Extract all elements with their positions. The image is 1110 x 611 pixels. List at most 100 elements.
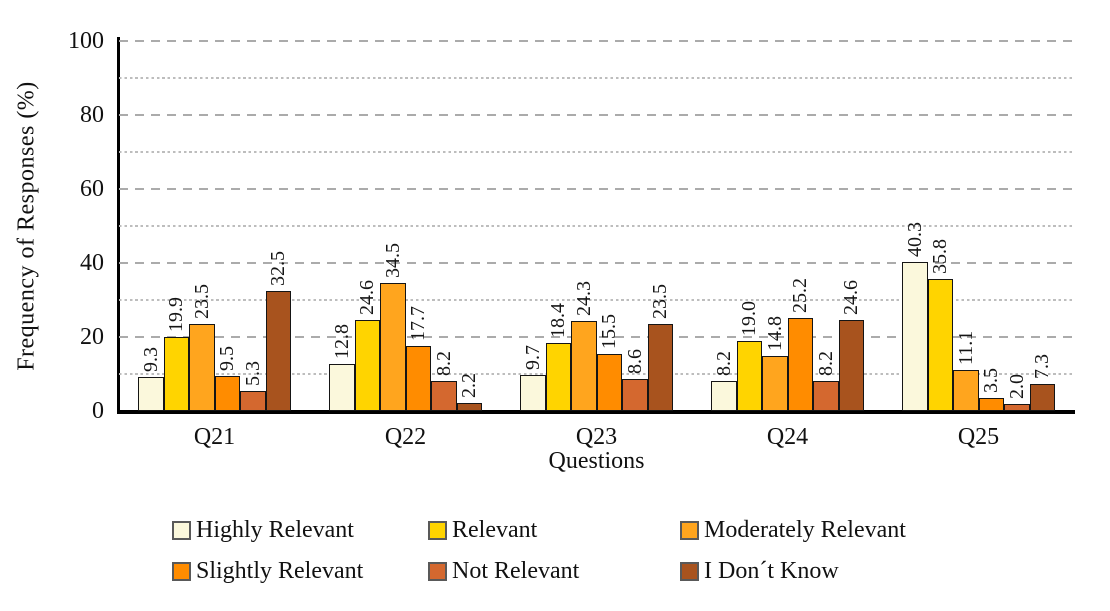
y-tick-0: 0 [92, 398, 104, 424]
bar-q24-not-relevant [813, 380, 839, 411]
bar-q21-relevant [163, 337, 189, 411]
x-tick-q25: Q25 [957, 424, 1000, 450]
legend-label: Not Relevant [452, 557, 580, 584]
bar-value-label: 19.0 [738, 300, 761, 336]
legend-label: Relevant [452, 516, 538, 543]
legend-swatch [680, 520, 699, 540]
legend-item-slightly-relevant: Slightly Relevant [172, 556, 363, 586]
legend-item-moderately-relevant: Moderately Relevant [680, 515, 906, 545]
legend-item-i-don-t-know: I Don´t Know [680, 556, 839, 586]
legend-swatch [428, 520, 447, 540]
bar-value-label: 11.1 [954, 330, 977, 365]
bar-q21-slightly-relevant [214, 375, 240, 411]
x-tick-q24: Q24 [766, 424, 809, 450]
y-tick-80: 80 [80, 102, 104, 128]
bar-q21-moderately-relevant [189, 324, 215, 411]
bar-q23-highly-relevant [520, 375, 546, 411]
bar-value-label: 23.5 [190, 284, 213, 320]
gridline-80 [119, 114, 1074, 116]
bar-q22-moderately-relevant [380, 283, 406, 411]
legend-swatch [172, 561, 191, 581]
y-tick-40: 40 [80, 250, 104, 276]
bar-value-label: 2.2 [458, 372, 481, 398]
gridline-50 [119, 225, 1074, 227]
bar-value-label: 15.5 [598, 313, 621, 349]
bar-q25-not-relevant [1004, 403, 1030, 411]
x-tick-q22: Q22 [384, 424, 427, 450]
bar-value-label: 23.5 [649, 284, 672, 320]
x-tick-q21: Q21 [193, 424, 236, 450]
bar-value-label: 17.7 [407, 305, 430, 341]
bar-value-label: 14.8 [763, 316, 786, 352]
gridline-30 [119, 299, 1074, 301]
bar-value-label: 5.3 [241, 361, 264, 387]
bar-value-label: 3.5 [980, 368, 1003, 394]
legend-label: Moderately Relevant [704, 516, 906, 543]
bar-value-label: 24.6 [840, 279, 863, 315]
bar-value-label: 12.8 [330, 323, 353, 359]
bar-q24-moderately-relevant [762, 356, 788, 411]
gridline-60 [119, 188, 1074, 190]
bar-value-label: 35.8 [929, 238, 952, 274]
bar-value-label: 34.5 [381, 243, 404, 279]
legend-swatch [680, 561, 699, 581]
bar-q22-not-relevant [431, 380, 457, 411]
plot-area: 9.3 12.8 9.7 8.2 40.3 19.9 24.6 18.4 19.0 35.8 23.… [119, 40, 1074, 411]
bar-value-label: 8.2 [432, 350, 455, 376]
legend-label: Highly Relevant [196, 516, 354, 543]
bar-value-label: 8.2 [814, 350, 837, 376]
bar-value-label: 8.6 [623, 349, 646, 375]
bar-value-label: 24.6 [356, 279, 379, 315]
bar-q23-i-don-t-know [647, 324, 673, 411]
bar-q21-not-relevant [240, 391, 266, 411]
bar-value-label: 9.3 [139, 346, 162, 372]
x-axis-title: Questions [548, 448, 645, 474]
y-tick-100: 100 [68, 28, 104, 54]
x-axis-line [117, 410, 1075, 414]
bar-q23-relevant [545, 342, 571, 411]
bar-q22-relevant [354, 319, 380, 411]
bar-value-label: 24.3 [572, 281, 595, 317]
bar-q24-slightly-relevant [787, 317, 813, 411]
bar-q21-i-don-t-know [265, 290, 291, 411]
bar-value-label: 25.2 [789, 277, 812, 313]
gridline-40 [119, 262, 1074, 264]
bar-q23-moderately-relevant [571, 321, 597, 411]
bar-q24-relevant [736, 340, 762, 411]
bar-q21-highly-relevant [138, 376, 164, 411]
bar-q23-slightly-relevant [596, 353, 622, 411]
bar-value-label: 9.7 [521, 345, 544, 371]
bar-q24-i-don-t-know [838, 319, 864, 411]
gridline-70 [119, 151, 1074, 153]
bar-q22-slightly-relevant [405, 345, 431, 411]
gridline-20 [119, 336, 1074, 338]
bar-value-label: 19.9 [165, 297, 188, 333]
legend-item-highly-relevant: Highly Relevant [172, 515, 354, 545]
bar-q24-highly-relevant [711, 380, 737, 411]
bar-q25-slightly-relevant [978, 398, 1004, 411]
bar-value-label: 40.3 [903, 221, 926, 257]
bar-q25-moderately-relevant [953, 369, 979, 411]
y-tick-60: 60 [80, 176, 104, 202]
legend-swatch [428, 561, 447, 581]
bar-q23-not-relevant [622, 379, 648, 411]
bar-q25-i-don-t-know [1029, 384, 1055, 411]
x-tick-q23: Q23 [575, 424, 618, 450]
bar-value-label: 2.0 [1005, 373, 1028, 399]
legend-label: Slightly Relevant [196, 557, 364, 584]
bar-value-label: 18.4 [547, 302, 570, 338]
bar-q22-highly-relevant [329, 363, 355, 411]
legend-swatch [172, 520, 191, 540]
bar-value-label: 8.2 [712, 350, 735, 376]
legend-item-relevant: Relevant [428, 515, 537, 545]
legend-label: I Don´t Know [704, 557, 839, 584]
y-tick-20: 20 [80, 324, 104, 350]
bar-value-label: 9.5 [216, 345, 239, 371]
bar-value-label: 7.3 [1031, 353, 1054, 379]
y-axis-line [117, 37, 120, 413]
bar-q25-relevant [927, 278, 953, 411]
bar-q22-i-don-t-know [456, 402, 482, 411]
gridline-100 [119, 40, 1074, 42]
bar-value-label: 32.5 [267, 250, 290, 286]
